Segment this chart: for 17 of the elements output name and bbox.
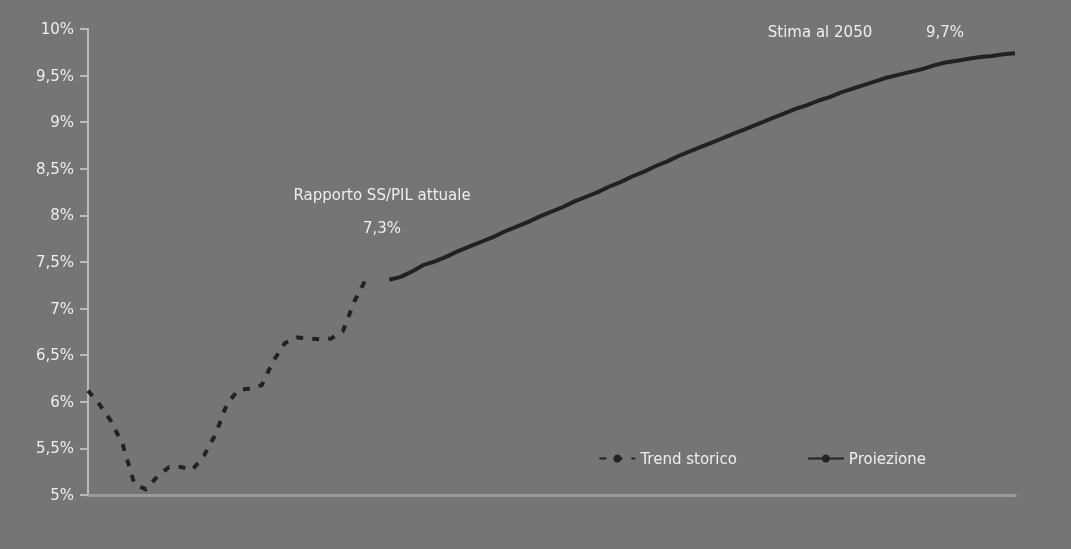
y-tick-label: 5% <box>50 486 74 504</box>
y-tick-label: 6% <box>50 392 74 411</box>
legend-label: Proiezione <box>848 449 927 468</box>
annotation: 9,7% <box>925 23 965 41</box>
y-tick-label: 8,5% <box>35 159 74 178</box>
annotation: Stima al 2050 <box>767 23 873 41</box>
y-tick-label: 8% <box>50 206 74 225</box>
y-tick-label: 6,5% <box>35 346 74 365</box>
y-tick-label: 7% <box>50 299 74 318</box>
annotation: Rapporto SS/PIL attuale <box>293 186 471 204</box>
annotation: 7,3% <box>362 219 402 237</box>
legend-label: Trend storico <box>639 449 737 468</box>
y-tick-label: 5,5% <box>35 439 74 458</box>
y-tick-label: 10% <box>40 20 74 38</box>
y-tick-label: 9,5% <box>35 66 74 85</box>
y-tick-label: 9% <box>50 113 74 132</box>
y-tick-label: 7,5% <box>35 253 74 271</box>
